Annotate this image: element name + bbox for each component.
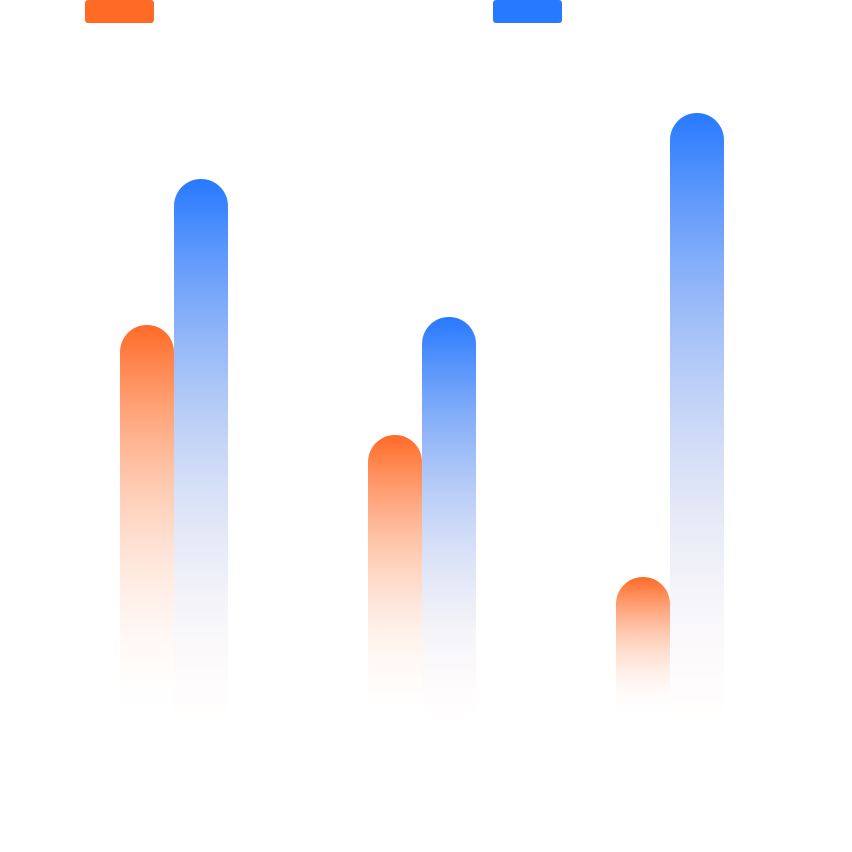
bar-series-0-category-1 — [368, 435, 422, 715]
bar-series-0-category-2 — [616, 577, 670, 715]
bar-series-1-category-2 — [670, 113, 724, 715]
bar-series-0-category-0 — [120, 325, 174, 715]
bar-series-1-category-0 — [174, 179, 228, 715]
legend-swatch-blue — [493, 0, 562, 23]
legend-swatch-orange — [85, 0, 154, 23]
bar-series-1-category-1 — [422, 317, 476, 715]
